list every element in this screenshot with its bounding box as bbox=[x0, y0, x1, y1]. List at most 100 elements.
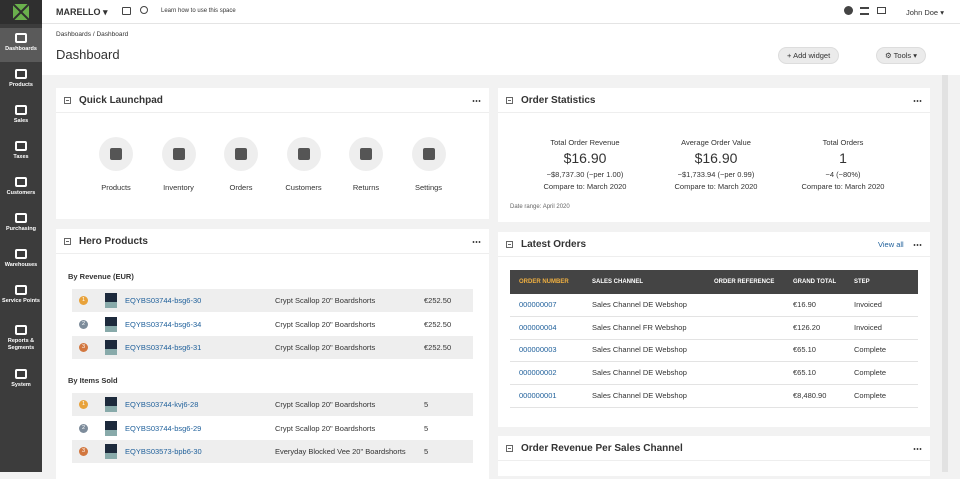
sidebar-item[interactable]: Sales bbox=[0, 100, 42, 134]
collapse-icon[interactable] bbox=[64, 97, 71, 104]
sidebar-label: Reports & Segments bbox=[7, 338, 35, 351]
view-all-link[interactable]: View all bbox=[878, 240, 904, 249]
product-sku[interactable]: EQYBS03573-bpb6-30 bbox=[125, 447, 202, 456]
launch-label: Inventory bbox=[163, 183, 194, 192]
rank-badge: 3 bbox=[79, 447, 88, 456]
order-row: 000000003 Sales Channel DE Webshop €65.10 C… bbox=[510, 339, 918, 363]
add-widget-button[interactable]: + Add widget bbox=[778, 47, 840, 64]
sidebar-label: System bbox=[11, 382, 31, 388]
rank-badge: 2 bbox=[79, 423, 88, 433]
widget-title: Hero Products bbox=[79, 236, 148, 247]
search-icon[interactable] bbox=[140, 6, 148, 14]
launch-item[interactable]: Customers bbox=[274, 137, 334, 192]
product-sku[interactable]: EQYBS03744-bsg6-29 bbox=[125, 423, 202, 433]
logo[interactable] bbox=[0, 0, 42, 24]
menu-icon[interactable] bbox=[860, 7, 869, 15]
sidebar-item[interactable]: System bbox=[0, 364, 42, 398]
product-name: Crypt Scallop 20" Boardshorts bbox=[275, 296, 376, 305]
column-header[interactable]: ORDER NUMBER bbox=[519, 279, 569, 285]
collapse-icon[interactable] bbox=[506, 97, 513, 104]
sidebar-label: Warehouses bbox=[4, 262, 38, 268]
sidebar-item[interactable]: Taxes bbox=[0, 136, 42, 170]
order-number[interactable]: 000000007 bbox=[519, 300, 557, 309]
brand[interactable]: MARELLO ▾ bbox=[56, 7, 108, 17]
sidebar-item[interactable]: Service Points bbox=[0, 280, 42, 318]
metric: Total Orders 1 −4 (−80%) Compare to: March … bbox=[778, 137, 908, 193]
launch-item[interactable]: Orders bbox=[211, 137, 271, 192]
order-statistics-widget: Order Statistics Date range: April 2020 bbox=[498, 88, 930, 222]
product-sku[interactable]: EQYBS03744-bsg6-30 bbox=[125, 296, 202, 305]
launch-item[interactable]: Products bbox=[86, 137, 146, 192]
product-sku[interactable]: EQYBS03744-bsg6-34 bbox=[125, 319, 202, 329]
sidebar-item[interactable]: Purchasing bbox=[0, 208, 42, 242]
sidebar-item[interactable]: Dashboards bbox=[0, 28, 42, 62]
brand-text: MARELLO bbox=[56, 7, 101, 17]
image-icon[interactable] bbox=[122, 7, 131, 15]
tools-button[interactable]: ⚙ Tools ▾ bbox=[876, 47, 927, 64]
widget-title: Latest Orders bbox=[521, 239, 587, 250]
widget-menu[interactable] bbox=[472, 100, 481, 102]
launch-icon bbox=[411, 137, 446, 171]
order-number[interactable]: 000000004 bbox=[519, 322, 557, 332]
order-cell: €8,480.90 bbox=[793, 390, 827, 400]
product-sku[interactable]: EQYBS03744-kvj6-28 bbox=[125, 400, 199, 409]
product-sku[interactable]: EQYBS03744-bsg6-31 bbox=[125, 343, 202, 352]
launch-glyph bbox=[235, 148, 247, 160]
launch-label: Products bbox=[101, 183, 131, 192]
product-amount: €252.50 bbox=[424, 319, 452, 329]
launch-item[interactable]: Inventory bbox=[149, 137, 209, 192]
column-header[interactable]: ORDER REFERENCE bbox=[714, 279, 775, 285]
metric: Average Order Value $16.90 −$1,733.94 (−pe… bbox=[651, 137, 781, 193]
sidebar-icon bbox=[15, 325, 27, 335]
collapse-icon[interactable] bbox=[506, 445, 513, 452]
sidebar-icon bbox=[15, 33, 27, 43]
scrollbar[interactable] bbox=[942, 75, 948, 472]
column-header[interactable]: SALES CHANNEL bbox=[592, 279, 644, 285]
widget-title: Quick Launchpad bbox=[79, 95, 163, 106]
table-header: ORDER NUMBER SALES CHANNEL ORDER REFERENCE… bbox=[510, 270, 918, 294]
user-menu[interactable]: John Doe ▾ bbox=[906, 8, 944, 17]
sidebar-label: Products bbox=[9, 82, 33, 88]
sidebar-item[interactable]: Customers bbox=[0, 172, 42, 206]
collapse-icon[interactable] bbox=[506, 241, 513, 248]
sidebar-item[interactable]: Reports & Segments bbox=[0, 320, 42, 362]
launch-item[interactable]: Returns bbox=[336, 137, 396, 192]
product-name: Everyday Blocked Vee 20" Boardshorts bbox=[275, 447, 406, 456]
mail-icon[interactable] bbox=[877, 7, 886, 14]
section-heading: By Items Sold bbox=[68, 376, 118, 385]
order-cell: Complete bbox=[854, 390, 887, 400]
order-row: 000000001 Sales Channel DE Webshop €8,480.… bbox=[510, 385, 918, 408]
rank-badge: 1 bbox=[79, 400, 88, 409]
sidebar-icon bbox=[15, 249, 27, 259]
launch-label: Settings bbox=[414, 183, 443, 192]
order-number[interactable]: 000000003 bbox=[519, 345, 557, 355]
order-cell: Invoiced bbox=[854, 322, 882, 332]
product-thumb bbox=[105, 340, 117, 355]
launch-label: Customers bbox=[285, 183, 322, 192]
collapse-icon[interactable] bbox=[64, 238, 71, 245]
column-header[interactable]: STEP bbox=[854, 279, 870, 285]
revenue-channel-widget: Order Revenue Per Sales Channel bbox=[498, 436, 930, 476]
widget-menu[interactable] bbox=[913, 448, 922, 450]
help-link[interactable]: Learn how to use this space bbox=[161, 8, 236, 14]
widget-menu[interactable] bbox=[913, 100, 922, 102]
product-row: 1 EQYBS03744-kvj6-28 Crypt Scallop 20" Boa… bbox=[72, 393, 473, 416]
breadcrumb[interactable]: Dashboards / Dashboard bbox=[56, 31, 129, 38]
product-name: Crypt Scallop 20" Boardshorts bbox=[275, 319, 376, 329]
launch-label: Returns bbox=[352, 183, 380, 192]
sidebar-item[interactable]: Warehouses bbox=[0, 244, 42, 278]
widget-menu[interactable] bbox=[472, 241, 481, 243]
order-cell: Sales Channel DE Webshop bbox=[592, 300, 687, 309]
launch-glyph bbox=[110, 148, 122, 160]
help-icon[interactable] bbox=[844, 6, 853, 15]
column-header[interactable]: GRAND TOTAL bbox=[793, 279, 837, 285]
sidebar-item[interactable]: Products bbox=[0, 64, 42, 98]
order-number[interactable]: 000000001 bbox=[519, 390, 557, 400]
metric-value: 1 bbox=[839, 150, 847, 166]
widget-menu[interactable] bbox=[913, 244, 922, 246]
launch-item[interactable]: Settings bbox=[399, 137, 459, 192]
product-name: Crypt Scallop 20" Boardshorts bbox=[275, 423, 376, 433]
product-row: 3 EQYBS03744-bsg6-31 Crypt Scallop 20" Boa… bbox=[72, 336, 473, 359]
product-amount: €252.50 bbox=[424, 343, 452, 352]
order-number[interactable]: 000000002 bbox=[519, 368, 557, 378]
